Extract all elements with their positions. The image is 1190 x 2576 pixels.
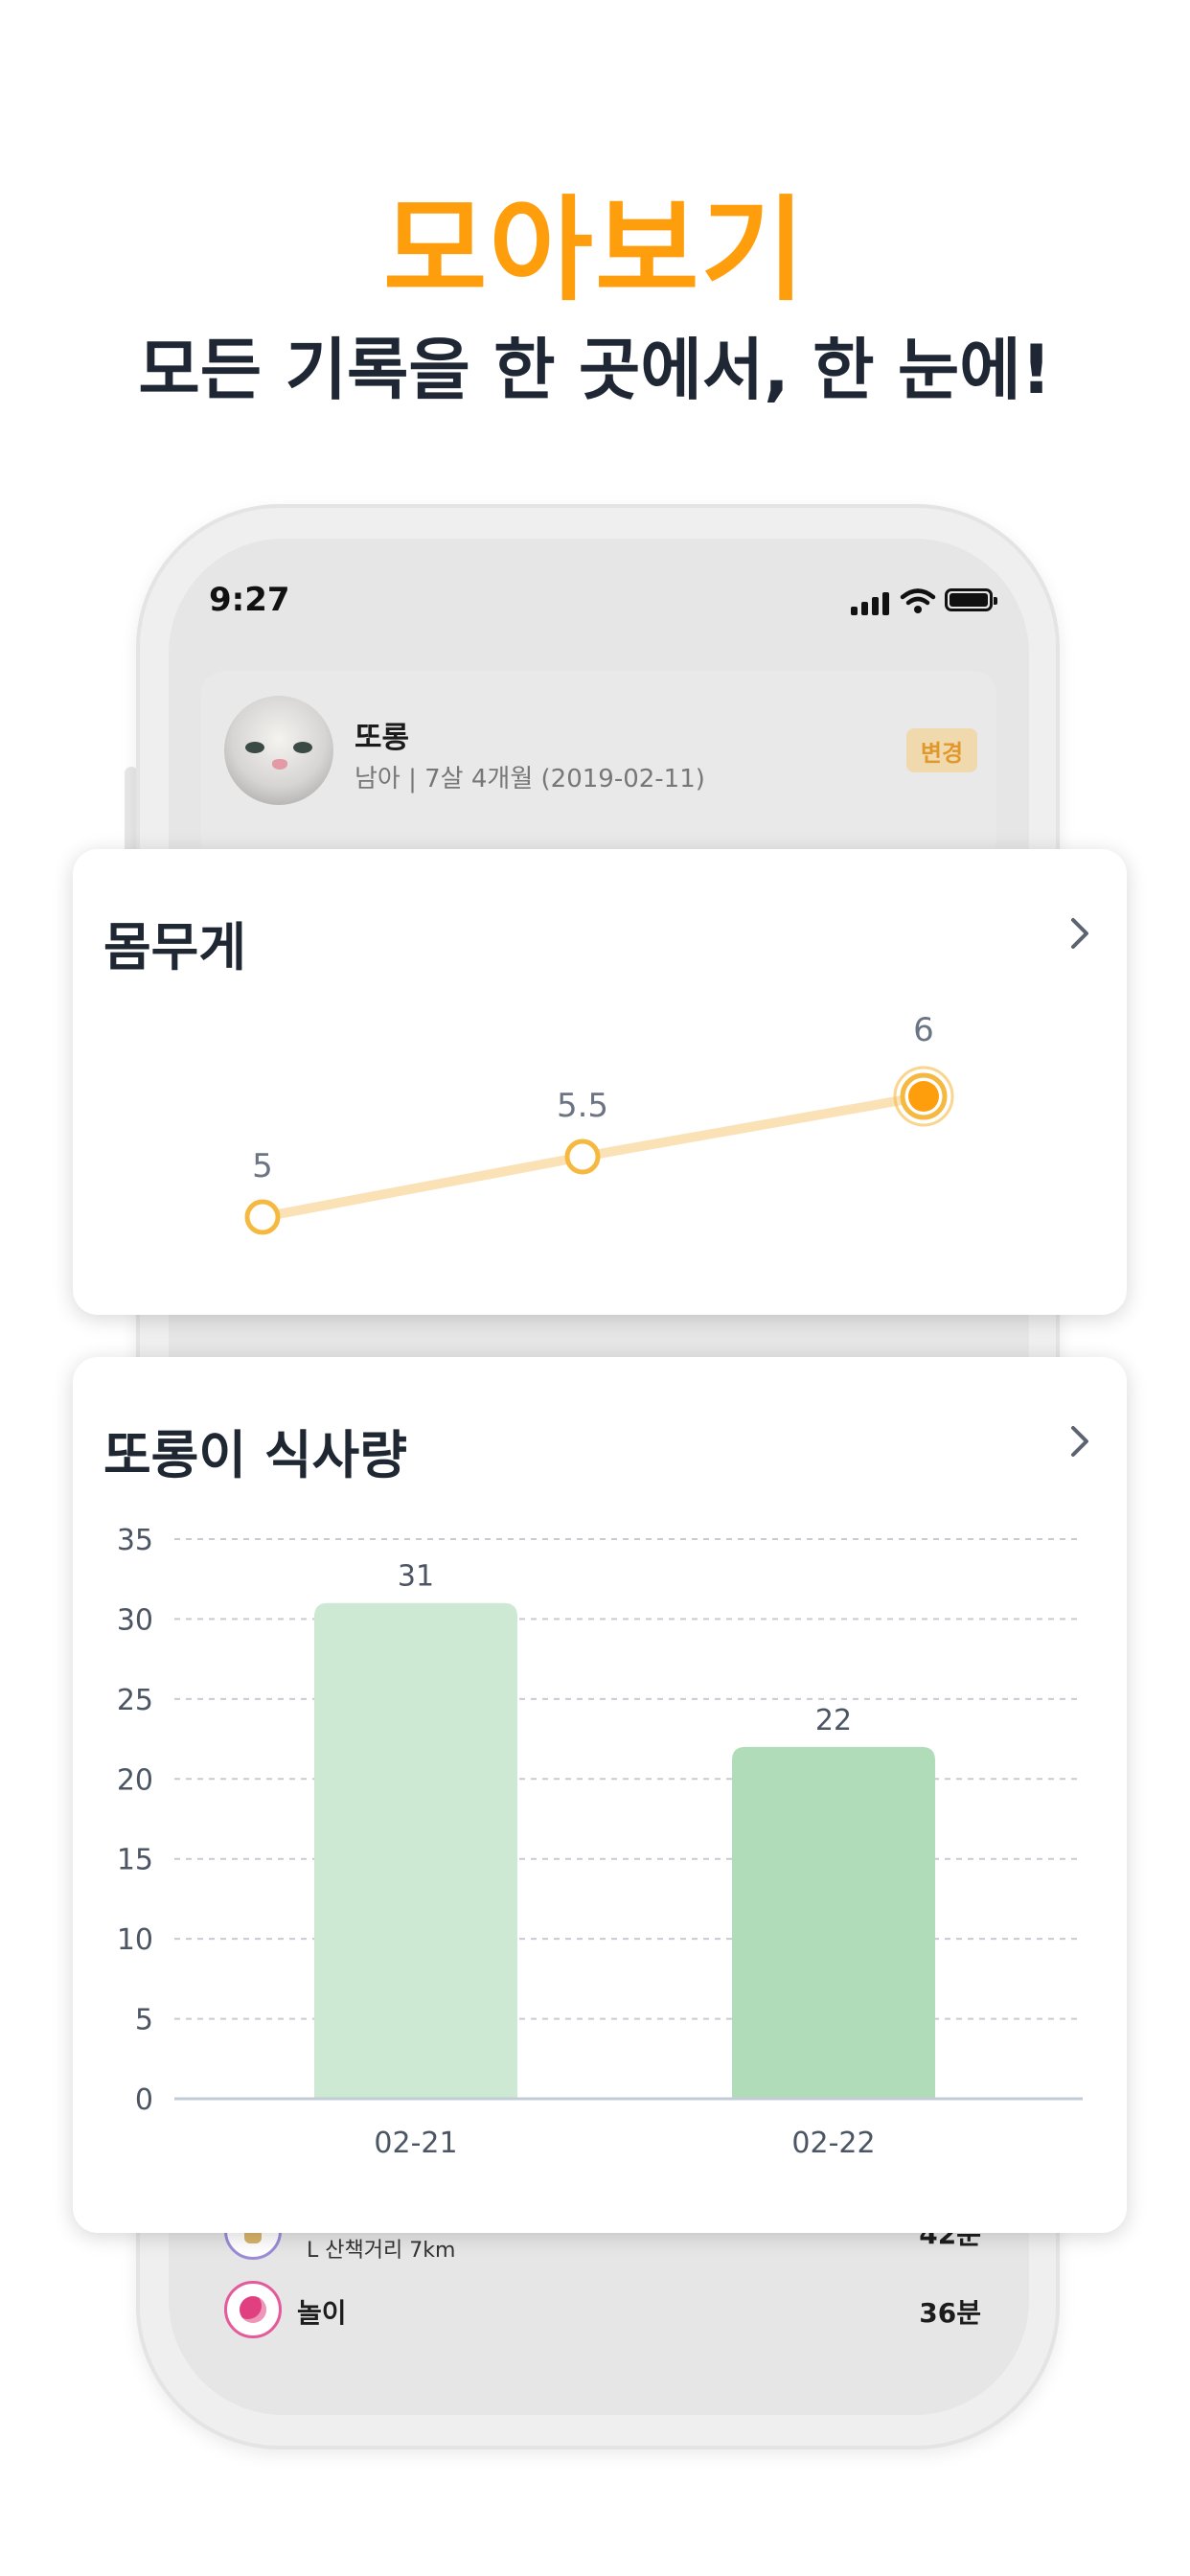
ball-icon <box>224 2281 282 2338</box>
weight-line-chart: 55.56 <box>244 1011 954 1235</box>
x-tick-label: 02-21 <box>374 2127 457 2160</box>
y-tick-label: 0 <box>135 2083 153 2117</box>
y-tick-label: 15 <box>117 1844 153 1877</box>
battery-icon <box>945 588 997 611</box>
food-card-title: 또롱이 식사량 <box>103 1425 407 1485</box>
hero-title: 모아보기 <box>382 184 808 316</box>
weight-point <box>564 1138 601 1175</box>
bar-value-label: 31 <box>398 1560 434 1594</box>
activity-item-play[interactable]: 놀이 36분 <box>224 2281 981 2338</box>
hero-subtitle: 모든 기록을 한 곳에서, 한 눈에! <box>138 331 1052 409</box>
y-tick-label: 30 <box>117 1603 153 1637</box>
y-tick-label: 35 <box>117 1524 153 1557</box>
status-icons <box>851 586 997 615</box>
y-tick-label: 5 <box>135 2004 153 2037</box>
weight-card-title: 몸무게 <box>103 917 247 978</box>
status-time: 9:27 <box>209 581 290 619</box>
chevron-right-icon[interactable] <box>1067 914 1092 953</box>
weight-value-label: 6 <box>913 1011 934 1049</box>
activity-value: 36분 <box>919 2297 981 2329</box>
change-button[interactable]: 변경 <box>906 728 977 772</box>
bar <box>314 1602 517 2099</box>
weight-point <box>908 1081 939 1112</box>
chevron-right-icon[interactable] <box>1067 1422 1092 1460</box>
avatar <box>224 696 333 805</box>
pet-info: 남아 | 7살 4개월 (2019-02-11) <box>355 765 705 794</box>
pet-name: 또롱 <box>355 721 410 755</box>
weight-value-label: 5 <box>252 1147 273 1185</box>
bar <box>732 1746 935 2099</box>
food-card[interactable]: 또롱이 식사량 0 5 10 15 20 25 30 35 31 02-21 22 02-22 <box>73 1357 1127 2233</box>
weight-value-label: 5.5 <box>557 1087 608 1125</box>
bar-value-label: 22 <box>815 1704 852 1737</box>
activity-sub: L 산책거리 7km <box>307 2239 456 2263</box>
weight-card[interactable]: 몸무게 5 5.5 6 <box>73 849 1127 1315</box>
signal-icon <box>851 592 889 615</box>
weight-point <box>244 1199 281 1235</box>
wifi-icon <box>900 588 936 613</box>
food-bar-chart: 0 5 10 15 20 25 30 35 31 02-21 22 02-22 <box>117 1524 1083 2160</box>
y-tick-label: 10 <box>117 1923 153 1957</box>
x-tick-label: 02-22 <box>791 2127 875 2160</box>
activity-label: 놀이 <box>297 2297 347 2329</box>
y-tick-label: 25 <box>117 1684 153 1717</box>
y-tick-label: 20 <box>117 1763 153 1797</box>
weight-point-halo <box>893 1066 954 1127</box>
profile-card[interactable] <box>201 671 996 862</box>
